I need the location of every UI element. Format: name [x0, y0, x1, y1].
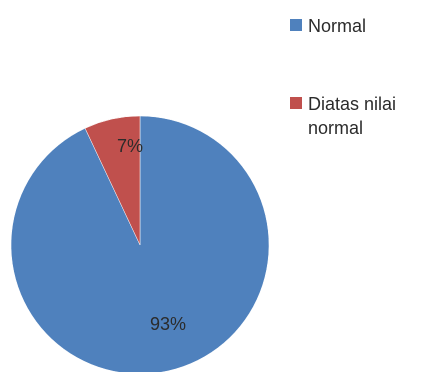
legend-item-diatas: Diatas nilai normal [290, 92, 434, 140]
legend: Normal Diatas nilai normal [290, 14, 434, 194]
legend-swatch-diatas [290, 97, 302, 109]
legend-item-normal: Normal [290, 14, 434, 38]
legend-swatch-normal [290, 19, 302, 31]
legend-label-normal: Normal [308, 16, 367, 36]
pie-slice-normal [10, 115, 270, 372]
data-label-diatas: 7% [117, 136, 143, 156]
pie-slice-diatas [84, 115, 141, 246]
legend-label-diatas: Diatas nilai normal [308, 94, 397, 138]
data-label-normal: 93% [150, 314, 186, 334]
